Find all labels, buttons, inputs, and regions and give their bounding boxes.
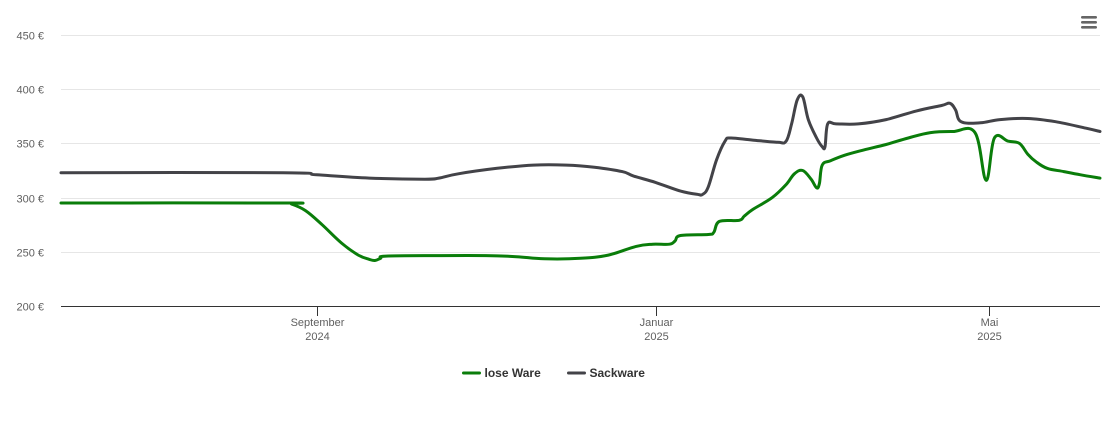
x-axis-labels: September 2024 Januar 2025 Mai 2025 [291, 306, 1002, 343]
legend[interactable]: lose Ware Sackware [462, 366, 646, 380]
x-tick-label-year: 2025 [644, 331, 668, 343]
series-line-lose-ware[interactable] [59, 126, 1102, 263]
series-line-sackware[interactable] [59, 93, 1102, 197]
x-tick-label-year: 2025 [977, 331, 1001, 343]
y-tick-label: 250 € [16, 248, 44, 260]
x-tick-label-month: Mai [981, 317, 999, 329]
x-tick-label-month: September [291, 317, 345, 329]
legend-label: Sackware [590, 366, 646, 380]
x-tick-label-month: Januar [640, 317, 674, 329]
hamburger-menu-icon[interactable] [1080, 14, 1098, 30]
y-tick-label: 450 € [16, 31, 44, 43]
grid-lines [61, 35, 1100, 253]
legend-item-sackware[interactable]: Sackware [567, 366, 646, 380]
y-tick-label: 400 € [16, 85, 44, 97]
legend-label: lose Ware [485, 366, 542, 380]
series-lines [59, 93, 1102, 263]
y-axis-labels: 200 € 250 € 300 € 350 € 400 € 450 € [16, 31, 44, 314]
x-tick-label-year: 2024 [305, 331, 329, 343]
y-tick-label: 200 € [16, 302, 44, 314]
y-tick-label: 350 € [16, 139, 44, 151]
legend-item-lose-ware[interactable]: lose Ware [462, 366, 542, 380]
y-tick-label: 300 € [16, 194, 44, 206]
